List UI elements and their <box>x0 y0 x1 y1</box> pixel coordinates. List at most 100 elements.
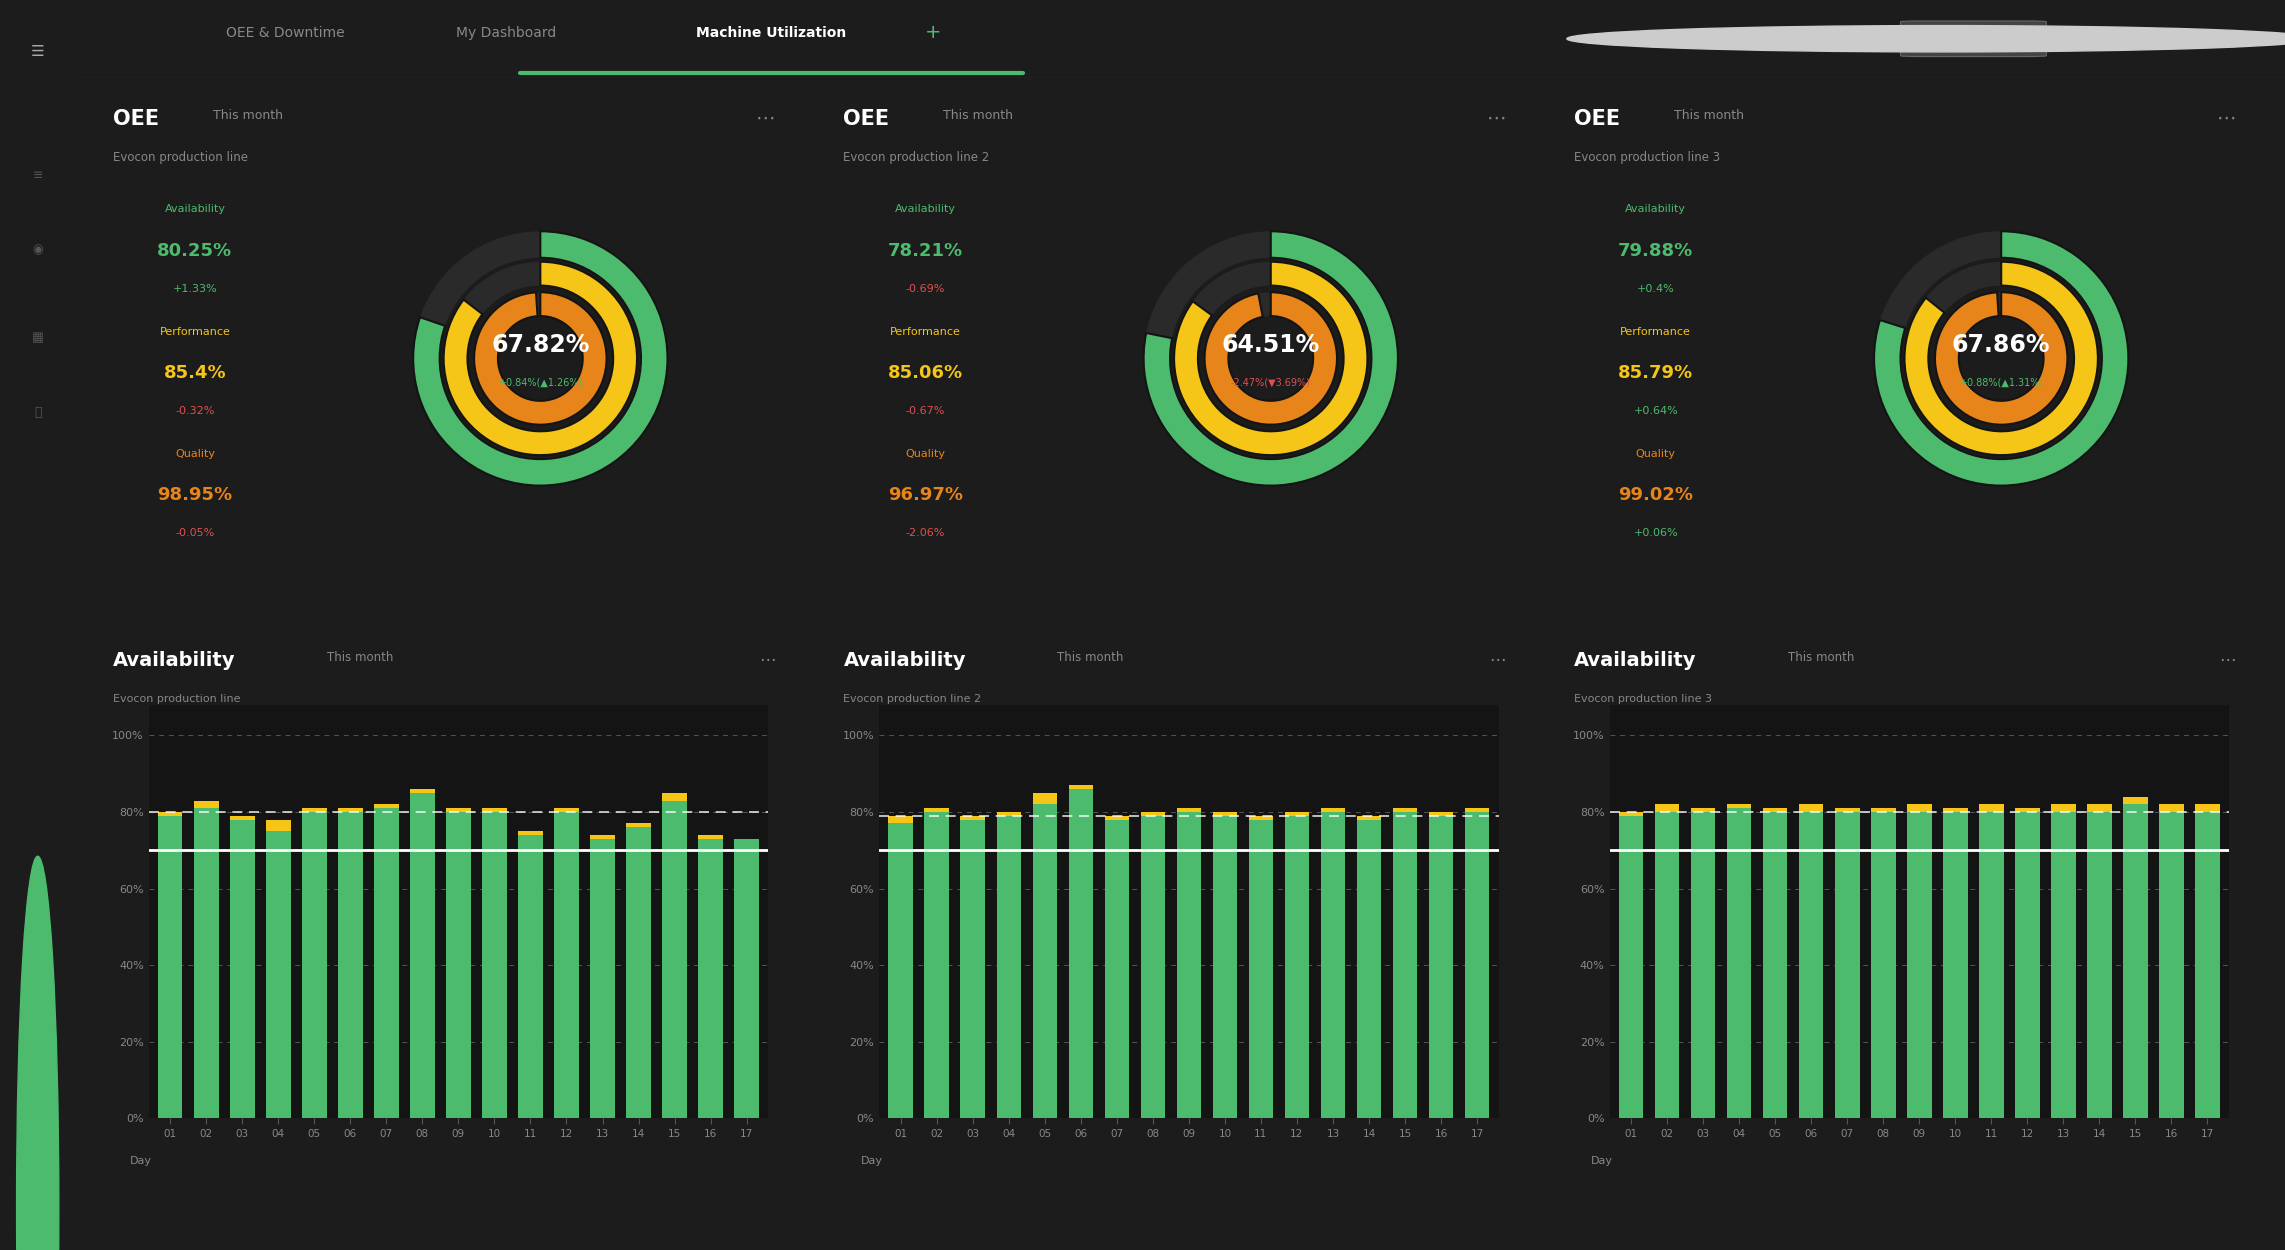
Bar <box>1871 812 1897 1119</box>
Text: +0.06%: +0.06% <box>1634 529 1677 539</box>
Text: ⋯: ⋯ <box>759 650 775 669</box>
Bar <box>626 828 651 1119</box>
Text: ⋯: ⋯ <box>1485 109 1506 127</box>
Text: Performance: Performance <box>1620 326 1691 336</box>
Text: 85.06%: 85.06% <box>889 364 962 381</box>
Bar <box>1033 804 1058 1119</box>
Text: This month: This month <box>1787 650 1853 664</box>
Bar <box>960 816 985 820</box>
Wedge shape <box>1903 261 2098 455</box>
Text: 85.4%: 85.4% <box>165 364 226 381</box>
Bar <box>411 792 434 1119</box>
Bar <box>733 839 759 1119</box>
Text: Availability: Availability <box>112 650 235 670</box>
Bar <box>446 812 471 1119</box>
Text: 78.21%: 78.21% <box>889 241 962 260</box>
Bar <box>590 839 615 1119</box>
Bar <box>1069 789 1092 1119</box>
Text: Evocon production line 2: Evocon production line 2 <box>843 151 989 164</box>
Bar <box>2015 812 2041 1119</box>
Text: Quality: Quality <box>905 449 946 459</box>
Text: OEE: OEE <box>112 109 160 129</box>
Text: +0.88%(▲1.31%): +0.88%(▲1.31%) <box>1958 378 2043 388</box>
Wedge shape <box>414 231 667 485</box>
Bar <box>1104 820 1129 1119</box>
Bar <box>482 812 507 1119</box>
Text: Evocon production line 3: Evocon production line 3 <box>1574 694 1711 704</box>
Bar <box>1248 820 1273 1119</box>
Wedge shape <box>1204 292 1337 425</box>
Wedge shape <box>473 292 606 425</box>
Bar <box>1798 812 1823 1119</box>
Bar <box>699 835 722 839</box>
Text: 79.88%: 79.88% <box>1618 241 1693 260</box>
Wedge shape <box>1204 292 1337 425</box>
Text: +1.33%: +1.33% <box>174 284 217 294</box>
Bar <box>194 809 219 1119</box>
Text: OEE & Downtime: OEE & Downtime <box>226 25 345 40</box>
Wedge shape <box>443 261 638 455</box>
FancyBboxPatch shape <box>1901 21 2047 56</box>
Bar <box>1428 816 1453 1119</box>
Bar <box>1835 812 1860 1119</box>
Bar <box>1284 812 1309 816</box>
Bar <box>302 809 327 812</box>
Text: ⚑: ⚑ <box>32 1045 43 1055</box>
Text: Quality: Quality <box>1636 449 1675 459</box>
Bar <box>960 820 985 1119</box>
Text: Day: Day <box>1590 1156 1613 1166</box>
Bar <box>1357 820 1380 1119</box>
Text: ⬜: ⬜ <box>34 406 41 419</box>
Text: ✎: ✎ <box>2079 26 2093 44</box>
Bar <box>1618 812 1643 816</box>
Text: Availability: Availability <box>1625 204 1686 215</box>
Text: Quality: Quality <box>176 449 215 459</box>
Bar <box>996 816 1021 1119</box>
Bar <box>231 816 254 820</box>
Bar <box>1727 809 1750 1119</box>
Text: -0.05%: -0.05% <box>176 529 215 539</box>
Bar <box>231 820 254 1119</box>
Bar <box>158 812 183 816</box>
Wedge shape <box>443 261 638 455</box>
Bar <box>996 812 1021 816</box>
Bar <box>446 809 471 812</box>
Bar <box>2086 812 2111 1119</box>
Bar <box>1691 809 1716 812</box>
Text: ☰: ☰ <box>32 44 43 59</box>
Text: Machine Utilization: Machine Utilization <box>697 25 845 40</box>
Bar <box>1465 812 1490 1119</box>
Bar <box>1942 812 1967 1119</box>
Bar <box>889 824 914 1119</box>
Bar <box>1284 816 1309 1119</box>
Bar <box>1248 816 1273 820</box>
Bar <box>663 800 688 1119</box>
Bar <box>1177 809 1202 812</box>
Text: ◉: ◉ <box>32 244 43 256</box>
Text: +0.84%(▲1.26%): +0.84%(▲1.26%) <box>498 378 583 388</box>
Bar <box>2123 804 2148 1119</box>
Text: ?: ? <box>34 970 41 980</box>
Text: Availability: Availability <box>896 204 955 215</box>
Bar <box>1835 809 1860 812</box>
Text: Performance: Performance <box>889 326 960 336</box>
Bar <box>1394 809 1417 812</box>
Bar <box>1691 812 1716 1119</box>
Bar <box>1764 809 1787 812</box>
Text: 67.86%: 67.86% <box>1951 334 2050 357</box>
Text: ⏻: ⏻ <box>34 1120 41 1130</box>
Bar <box>2123 796 2148 804</box>
Wedge shape <box>1874 231 2127 485</box>
Text: Evocon production line: Evocon production line <box>112 694 240 704</box>
Wedge shape <box>1174 261 1366 455</box>
Text: -2.06%: -2.06% <box>905 529 946 539</box>
Bar <box>555 809 578 812</box>
Text: ⋯: ⋯ <box>2219 650 2237 669</box>
Text: Evocon production line: Evocon production line <box>112 151 249 164</box>
Text: This month: This month <box>1058 650 1124 664</box>
Circle shape <box>1568 25 2285 52</box>
Text: 80.25%: 80.25% <box>158 241 233 260</box>
Bar <box>338 812 363 1119</box>
Bar <box>1213 816 1236 1119</box>
Bar <box>302 812 327 1119</box>
